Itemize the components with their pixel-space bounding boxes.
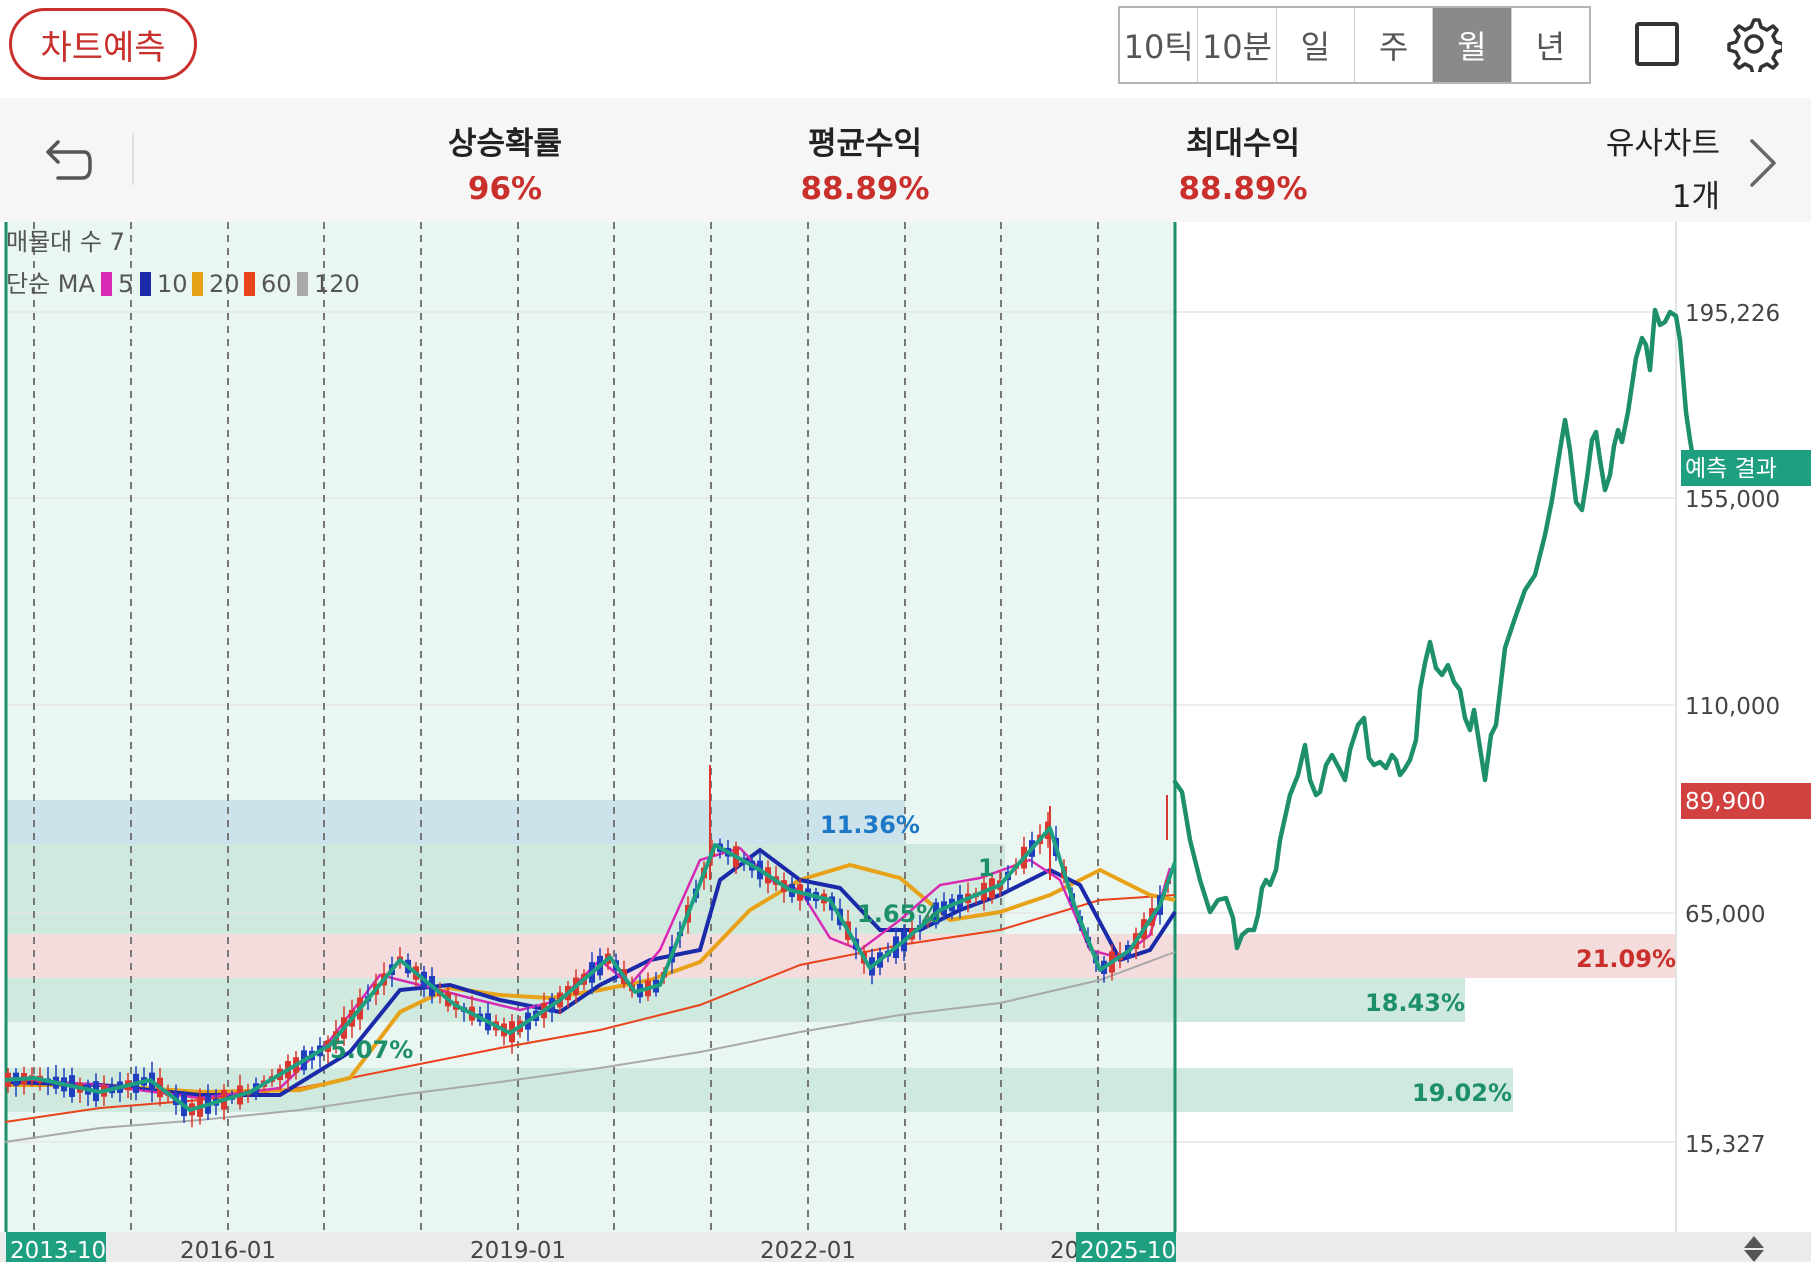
current-price-tag-bg — [1681, 783, 1811, 819]
price-label: 65,000 — [1685, 902, 1765, 928]
date-label: 2019-01 — [470, 1238, 566, 1262]
price-label: 195,226 — [1685, 301, 1780, 327]
current-price-tag: 89,900 — [1685, 789, 1765, 815]
price-axis: 195,226 예측 결과 155,000 110,000 89,900 65,… — [1681, 301, 1811, 1158]
square-icon[interactable] — [1635, 22, 1679, 66]
ma-10-label: 10 — [157, 270, 188, 298]
volume-band — [5, 978, 1465, 1022]
pattern-line — [4, 826, 1177, 1112]
similar-chart-label: 유사차트 — [1605, 126, 1720, 162]
divider — [132, 133, 134, 185]
band-label: 21.09% — [1576, 945, 1676, 973]
prediction-tag-bg — [1681, 450, 1811, 486]
period-selector: 10틱 10분 일 주 월 년 — [1118, 6, 1591, 84]
max-return: 최대수익 88.89% — [1148, 118, 1338, 207]
ma-20-line — [5, 862, 1176, 1095]
prediction-tag: 예측 결과 — [1685, 456, 1777, 482]
ma-60-label: 60 — [261, 270, 292, 298]
price-label: 110,000 — [1685, 694, 1780, 720]
band-label-partial: 1 — [978, 854, 995, 882]
ma-10-swatch — [140, 272, 151, 296]
period-tab-4[interactable]: 월 — [1433, 8, 1512, 82]
similar-chart-count[interactable]: 유사차트 1개 — [1580, 118, 1720, 216]
rise-probability-label: 상승확률 — [447, 126, 563, 162]
end-date-tag-bg — [1076, 1232, 1176, 1262]
period-tab-0[interactable]: 10틱 — [1120, 8, 1199, 82]
similar-region — [5, 222, 1176, 1232]
date-label: 2016-01 — [180, 1238, 276, 1262]
price-chart[interactable]: 11.36% 1.65% 21.09% 18.43% 19.02% 5.07% … — [0, 222, 1811, 1262]
start-date-tag: 2013-10 — [10, 1238, 106, 1262]
date-label-partial: 20 — [1050, 1238, 1079, 1262]
ma-legend-title: 단순 MA — [6, 270, 95, 298]
stats-bar — [0, 98, 1811, 223]
band-label: 18.43% — [1365, 989, 1465, 1017]
ma-5-swatch — [101, 272, 112, 296]
ma-20-label: 20 — [209, 270, 240, 298]
rise-probability: 상승확률 96% — [410, 118, 600, 207]
ma-120-swatch — [297, 272, 308, 296]
max-return-value: 88.89% — [1178, 171, 1308, 207]
volume-band — [5, 888, 1005, 934]
undo-icon[interactable] — [36, 130, 96, 190]
period-tab-2[interactable]: 일 — [1277, 8, 1355, 82]
ma-60-swatch — [244, 272, 255, 296]
average-return-label: 평균수익 — [807, 126, 923, 162]
chart-predict-button[interactable]: 차트예측 — [9, 8, 197, 80]
period-tab-5[interactable]: 년 — [1535, 28, 1566, 66]
price-label: 155,000 — [1685, 487, 1780, 513]
top-toolbar: 차트예측 10틱 10분 일 주 월 년 — [0, 0, 1811, 98]
date-label: 2022-01 — [760, 1238, 856, 1262]
end-date-tag: 2025-10 — [1080, 1238, 1176, 1262]
ma-legend: 단순 MA 5 10 20 60 120 — [6, 270, 360, 298]
ma-120-label: 120 — [314, 270, 360, 298]
start-date-tag-bg — [6, 1232, 106, 1262]
band-label: 19.02% — [1412, 1079, 1512, 1107]
band-label: 11.36% — [820, 811, 920, 839]
volume-band — [5, 800, 905, 844]
band-label: 1.65% — [857, 900, 940, 928]
band-label-partial: 5.07% — [330, 1036, 413, 1064]
price-label: 15,327 — [1685, 1132, 1765, 1158]
average-return-value: 88.89% — [800, 171, 930, 207]
period-tab-3[interactable]: 주 — [1355, 8, 1434, 82]
chevron-right-icon[interactable] — [1746, 135, 1780, 191]
gear-icon[interactable] — [1726, 16, 1782, 72]
similar-chart-value: 1개 — [1671, 179, 1720, 215]
resize-handle-icon[interactable] — [1744, 1236, 1764, 1262]
max-return-label: 최대수익 — [1185, 126, 1301, 162]
date-axis-bg — [0, 1232, 1811, 1262]
ma-20-swatch — [192, 272, 203, 296]
ma-5-label: 5 — [118, 270, 133, 298]
prediction-line — [1172, 307, 1698, 951]
volume-band — [5, 844, 1005, 888]
rise-probability-value: 96% — [467, 171, 543, 207]
average-return: 평균수익 88.89% — [770, 118, 960, 207]
period-tab-1[interactable]: 10분 — [1198, 8, 1277, 82]
volume-profile-label: 매물대 수 7 — [6, 228, 125, 256]
